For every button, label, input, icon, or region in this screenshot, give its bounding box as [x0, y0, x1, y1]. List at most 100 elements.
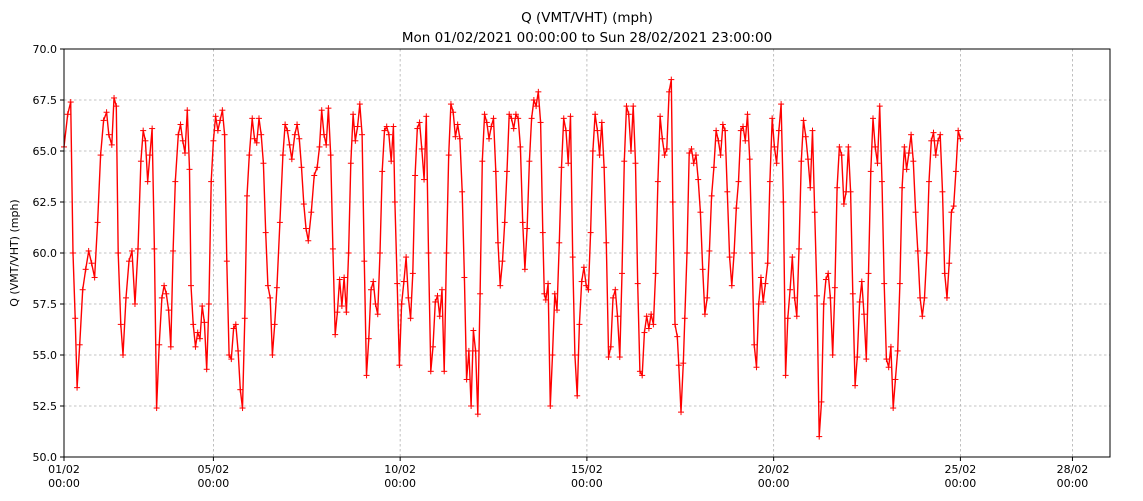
- data-point-marker: [194, 329, 201, 336]
- data-point-marker: [282, 121, 289, 128]
- data-point-marker: [341, 274, 348, 281]
- data-point-marker: [650, 321, 657, 328]
- data-point-marker: [175, 131, 182, 138]
- data-point-marker: [170, 247, 177, 254]
- data-point-marker: [235, 347, 242, 354]
- data-point-marker: [894, 347, 901, 354]
- data-point-marker: [405, 294, 412, 301]
- y-tick-label: 67.5: [33, 94, 58, 107]
- data-point-marker: [854, 354, 861, 361]
- data-point-marker: [503, 168, 510, 175]
- data-point-marker: [279, 152, 286, 159]
- x-tick-label: 01/02: [48, 463, 80, 476]
- data-point-marker: [291, 131, 298, 138]
- data-point-marker: [184, 107, 191, 114]
- data-point-marker: [594, 127, 601, 134]
- data-point-marker: [383, 123, 390, 130]
- data-point-marker: [641, 329, 648, 336]
- data-point-marker: [932, 152, 939, 159]
- data-point-marker: [264, 282, 271, 289]
- data-point-marker: [565, 160, 572, 167]
- data-point-marker: [690, 160, 697, 167]
- data-point-marker: [704, 294, 711, 301]
- data-point-marker: [74, 384, 81, 391]
- data-point-marker: [363, 372, 370, 379]
- x-tick-label: 00:00: [384, 477, 416, 490]
- data-point-marker: [807, 184, 814, 191]
- data-point-marker: [251, 135, 258, 142]
- data-point-marker: [323, 141, 330, 148]
- data-point-marker: [350, 111, 357, 118]
- data-point-marker: [744, 111, 751, 118]
- data-point-marker: [728, 282, 735, 289]
- x-tick-label: 00:00: [48, 477, 80, 490]
- data-point-marker: [210, 137, 217, 144]
- data-point-marker: [465, 347, 472, 354]
- data-point-marker: [153, 405, 160, 412]
- data-point-marker: [515, 115, 522, 122]
- data-point-marker: [587, 229, 594, 236]
- data-point-marker: [423, 113, 430, 120]
- data-point-marker: [108, 141, 115, 148]
- data-point-marker: [365, 335, 372, 342]
- y-tick-label: 60.0: [33, 247, 58, 260]
- data-point-marker: [179, 137, 186, 144]
- data-point-marker: [298, 164, 305, 171]
- data-point-marker: [187, 282, 194, 289]
- data-point-marker: [571, 352, 578, 358]
- series-line: [63, 78, 962, 438]
- data-point-marker: [463, 376, 470, 383]
- data-point-marker: [427, 368, 434, 375]
- data-point-marker: [103, 109, 110, 116]
- data-point-marker: [329, 245, 336, 252]
- data-point-marker: [796, 245, 803, 252]
- data-point-marker: [798, 158, 805, 165]
- data-point-marker: [731, 250, 738, 256]
- y-tick-label: 65.0: [33, 145, 58, 158]
- data-point-marker: [519, 219, 526, 226]
- data-point-marker: [388, 158, 395, 165]
- data-point-marker: [674, 333, 681, 340]
- data-point-marker: [715, 137, 722, 144]
- data-point-marker: [692, 152, 699, 159]
- x-tick-label: 00:00: [1057, 477, 1089, 490]
- data-point-marker: [710, 164, 717, 171]
- data-point-marker: [512, 111, 519, 118]
- data-point-marker: [76, 341, 83, 348]
- data-point-marker: [919, 313, 926, 320]
- data-point-marker: [678, 409, 685, 416]
- data-point-marker: [695, 176, 702, 183]
- data-point-marker: [144, 178, 151, 185]
- data-point-marker: [332, 331, 339, 338]
- data-point-marker: [521, 266, 528, 273]
- data-point-marker: [217, 117, 224, 124]
- data-point-marker: [625, 111, 632, 118]
- data-point-marker: [669, 199, 676, 205]
- data-point-marker: [524, 225, 531, 232]
- data-point-marker: [488, 123, 495, 130]
- data-point-marker: [146, 152, 153, 159]
- data-point-marker: [840, 201, 847, 208]
- data-point-marker: [760, 298, 767, 305]
- data-point-marker: [648, 311, 655, 318]
- data-point-marker: [753, 364, 760, 371]
- data-point-marker: [232, 321, 239, 328]
- data-point-marker: [930, 129, 937, 136]
- data-point-marker: [128, 247, 135, 254]
- data-point-marker: [214, 127, 221, 134]
- data-point-marker: [870, 115, 877, 122]
- data-point-marker: [827, 294, 834, 301]
- data-point-marker: [203, 366, 210, 373]
- data-point-marker: [361, 258, 368, 265]
- data-point-marker: [396, 362, 403, 369]
- data-point-marker: [479, 158, 486, 165]
- data-point-marker: [717, 152, 724, 159]
- data-point-marker: [858, 278, 865, 285]
- data-point-marker: [158, 294, 165, 301]
- data-point-marker: [117, 321, 124, 328]
- data-point-marker: [379, 168, 386, 175]
- x-tick-label: 00:00: [758, 477, 790, 490]
- x-tick-label: 10/02: [384, 463, 416, 476]
- data-point-marker: [510, 125, 517, 132]
- data-point-marker: [267, 294, 274, 301]
